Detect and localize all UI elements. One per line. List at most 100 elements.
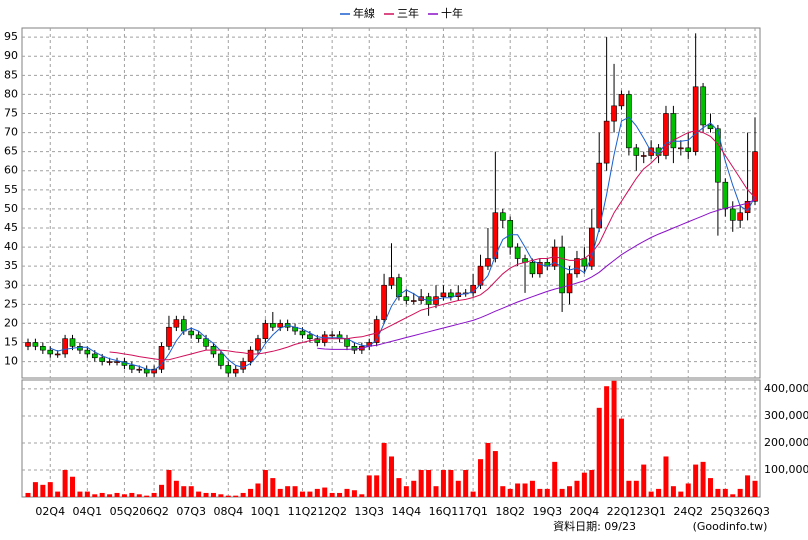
- volume-bar: [203, 492, 209, 497]
- price-panel: [21, 27, 761, 379]
- x-tick-label: 19Q3: [532, 505, 562, 518]
- volume-bar: [84, 491, 90, 497]
- candle-body: [707, 124, 714, 130]
- legend: 年線 三年 十年: [340, 6, 463, 20]
- x-tick-label: 05Q2: [110, 505, 140, 518]
- volume-bar: [344, 488, 350, 497]
- candle-body: [232, 368, 239, 374]
- volume-bar: [403, 486, 409, 497]
- volume-bar: [299, 491, 305, 497]
- y-tick-label: 95: [4, 30, 18, 43]
- candle-body: [129, 365, 135, 370]
- candle-body: [158, 346, 165, 370]
- volume-bar: [92, 494, 98, 497]
- volume-bar: [707, 478, 713, 497]
- volume-bar: [604, 386, 610, 497]
- volume-bar: [522, 483, 528, 497]
- volume-bar: [426, 469, 432, 497]
- volume-bar: [544, 488, 550, 497]
- source: (Goodinfo.tw): [693, 520, 768, 533]
- volume-bar: [470, 491, 476, 497]
- candle-body: [173, 319, 180, 328]
- ma-line: [317, 198, 756, 350]
- candle-body: [499, 212, 506, 221]
- y-tick-label: 30: [4, 278, 18, 291]
- candle-body: [69, 338, 76, 347]
- volume-bar: [448, 469, 454, 497]
- y-tick-label: 70: [4, 126, 18, 139]
- candle-body: [700, 86, 706, 126]
- volume-bar: [351, 490, 357, 497]
- volume-bar: [159, 484, 165, 497]
- legend-label: 十年: [441, 6, 463, 20]
- volume-bar: [663, 456, 669, 497]
- candle-body: [247, 349, 254, 362]
- candle-body: [180, 319, 187, 332]
- y-tick-label: 90: [4, 49, 18, 62]
- volume-bar: [121, 494, 127, 497]
- y-tick-label: 15: [4, 336, 18, 349]
- candle-body: [225, 365, 232, 374]
- candle-body: [314, 338, 321, 343]
- y-tick-label: 75: [4, 106, 18, 119]
- volume-bar: [129, 492, 135, 497]
- volume-bar: [685, 483, 691, 497]
- volume-bar: [389, 456, 394, 497]
- volume-bar: [248, 488, 254, 497]
- volume-bar: [396, 478, 402, 497]
- volume-bar: [381, 442, 387, 497]
- volume-bar: [255, 483, 261, 497]
- volume-bar: [715, 488, 721, 497]
- candle-body: [514, 246, 521, 259]
- candle-body: [262, 323, 269, 339]
- candle-body: [403, 296, 410, 301]
- volume-bar: [210, 492, 216, 497]
- volume-bar: [529, 480, 535, 497]
- volume-bar: [240, 492, 246, 497]
- volume-bar: [292, 486, 298, 497]
- volume-bar: [99, 492, 105, 497]
- candle-body: [255, 338, 261, 351]
- candle-body: [299, 330, 306, 336]
- candle-body: [611, 105, 617, 122]
- legend-label: 三年: [397, 6, 419, 20]
- volume-bar: [136, 494, 142, 497]
- volume-bar: [737, 488, 743, 497]
- candle-body: [240, 361, 246, 370]
- volume-bar: [515, 483, 521, 497]
- x-tick-label: 02Q4: [35, 505, 65, 518]
- volume-bar: [62, 469, 68, 497]
- candle-body: [47, 349, 54, 355]
- candle-body: [433, 296, 439, 305]
- volume-bar: [32, 482, 38, 497]
- candle-body: [62, 338, 68, 355]
- candle-body: [559, 246, 565, 294]
- candle-body: [626, 94, 632, 149]
- volume-bar: [314, 488, 320, 497]
- candle-body: [492, 212, 499, 259]
- candle-body: [32, 342, 39, 347]
- volume-bar: [500, 486, 506, 497]
- y-tick-label: 65: [4, 145, 18, 158]
- x-tick-label: 22Q1: [607, 505, 637, 518]
- candle-body: [596, 162, 603, 229]
- volume-bar: [262, 469, 268, 497]
- candle-body: [106, 361, 113, 363]
- x-tick-label: 18Q2: [495, 505, 525, 518]
- candle-body: [277, 323, 284, 328]
- volume-bar: [114, 492, 120, 497]
- volume-bar: [70, 476, 76, 497]
- volume-bar: [233, 495, 239, 497]
- y-tick-label: 60: [4, 164, 18, 177]
- volume-bar: [374, 475, 380, 497]
- candle-body: [329, 334, 335, 337]
- y-tick-label: 50: [4, 202, 18, 215]
- y2-tick-label: 300,000: [764, 409, 808, 422]
- candle-body: [574, 258, 580, 275]
- volume-bar: [188, 486, 194, 497]
- volume-bar: [307, 491, 313, 497]
- candle-body: [537, 262, 543, 275]
- candle-body: [715, 128, 721, 183]
- candle-body: [529, 262, 536, 275]
